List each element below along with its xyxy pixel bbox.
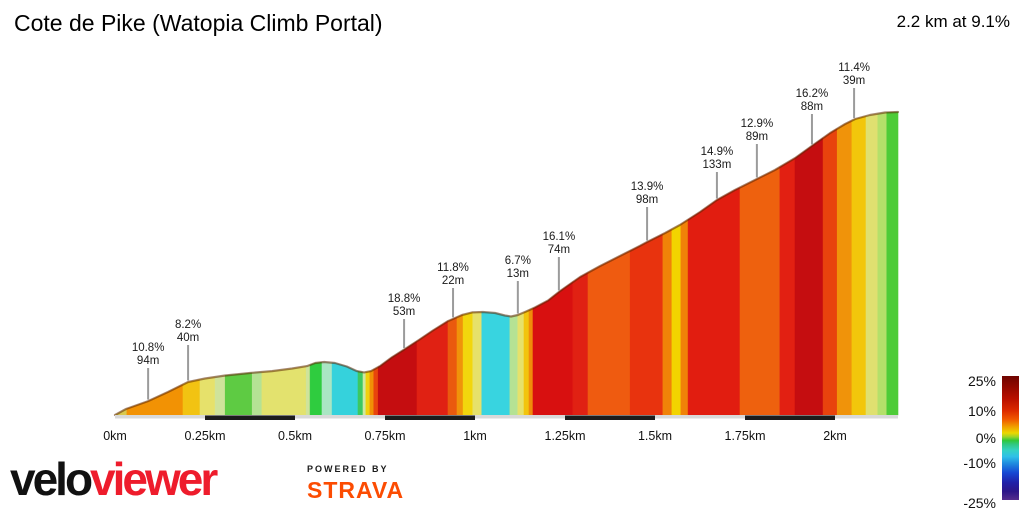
annotation-gradient-label: 16.2% <box>796 88 829 100</box>
logo-viewer: viewer <box>90 453 218 505</box>
annotation-gradient-label: 12.9% <box>741 118 774 130</box>
profile-segment <box>877 112 888 416</box>
annotation-length-label: 39m <box>843 75 865 87</box>
distance-ruler-band <box>205 415 295 420</box>
profile-segment <box>214 375 226 416</box>
strava-wordmark: STRAVA <box>307 477 405 503</box>
annotation-gradient-label: 16.1% <box>543 231 576 243</box>
legend-label: 25% <box>968 373 996 389</box>
annotation-length-label: 13m <box>507 268 529 280</box>
x-tick-label: 1.5km <box>638 429 672 443</box>
profile-segment <box>836 120 853 416</box>
profile-segment <box>261 365 307 416</box>
annotation-length-label: 22m <box>442 275 464 287</box>
profile-segment <box>305 364 311 416</box>
logo-velo: velo <box>10 453 93 505</box>
page-title: Cote de Pike (Watopia Climb Portal) <box>14 10 383 36</box>
annotation-length-label: 98m <box>636 194 658 206</box>
profile-segment <box>416 320 449 416</box>
profile-segment <box>687 187 741 416</box>
profile-segment <box>528 307 534 416</box>
profile-segment <box>481 311 511 416</box>
annotation-gradient-label: 10.8% <box>132 342 165 354</box>
strava-attribution[interactable]: POWERED BY STRAVA <box>307 464 404 504</box>
distance-ruler-base <box>115 415 898 419</box>
annotation-gradient-label: 11.8% <box>437 262 469 274</box>
gradient-legend-bar <box>1002 376 1019 500</box>
profile-segment <box>462 312 474 416</box>
legend-label: -25% <box>963 495 996 511</box>
climb-summary: 2.2 km at 9.1% <box>896 12 1010 31</box>
profile-segment <box>587 250 631 416</box>
annotation-gradient-label: 13.9% <box>631 181 664 193</box>
annotation-length-label: 88m <box>801 101 823 113</box>
annotation-gradient-label: 18.8% <box>388 293 421 305</box>
veloviewer-logo[interactable]: veloviewer <box>10 453 218 505</box>
profile-segment <box>509 314 519 416</box>
annotation-length-label: 89m <box>746 131 768 143</box>
distance-ruler-band <box>385 415 475 420</box>
profile-segment <box>369 368 375 416</box>
profile-segment <box>377 340 418 416</box>
profile-segment <box>362 371 367 416</box>
profile-segment <box>182 379 201 416</box>
annotation-length-label: 133m <box>703 159 732 171</box>
profile-segment <box>794 137 824 416</box>
profile-segment <box>851 115 867 416</box>
x-tick-label: 1km <box>463 429 487 443</box>
legend-label: 10% <box>968 403 996 419</box>
profile-segment <box>865 113 879 416</box>
annotation-length-label: 94m <box>137 355 159 367</box>
annotation-gradient-label: 8.2% <box>175 319 201 331</box>
x-tick-label: 0.5km <box>278 429 312 443</box>
legend-label: -10% <box>963 455 996 471</box>
profile-segment <box>373 366 379 416</box>
profile-segment <box>779 157 796 416</box>
profile-segment <box>629 233 664 416</box>
profile-segment <box>739 166 781 416</box>
profile-segment <box>572 272 589 416</box>
annotation-gradient-label: 11.4% <box>838 62 870 74</box>
powered-by-label: POWERED BY <box>307 464 389 474</box>
x-tick-label: 2km <box>823 429 847 443</box>
distance-ruler-band <box>565 415 655 420</box>
annotation-length-label: 40m <box>177 332 199 344</box>
annotation-length-label: 53m <box>393 306 415 318</box>
profile-segment <box>309 361 323 416</box>
annotation-gradient-label: 6.7% <box>505 255 531 267</box>
x-tick-label: 1.25km <box>545 429 586 443</box>
profile-segment <box>822 128 838 416</box>
distance-ruler-band <box>745 415 835 420</box>
profile-segment <box>321 361 333 416</box>
profile-segment <box>357 370 364 416</box>
profile-segment <box>447 316 458 416</box>
profile-cap-line <box>113 110 900 417</box>
profile-segment <box>532 281 574 416</box>
x-tick-label: 1.75km <box>725 429 766 443</box>
x-tick-label: 0.25km <box>185 429 226 443</box>
profile-segment <box>680 219 689 416</box>
profile-segment <box>456 314 464 416</box>
profile-segment <box>224 372 253 416</box>
legend-label: 0% <box>976 430 996 446</box>
profile-segment <box>523 309 530 416</box>
profile-segment <box>365 370 371 416</box>
profile-segment <box>199 376 216 416</box>
x-tick-label: 0.75km <box>365 429 406 443</box>
x-tick-label: 0km <box>103 429 127 443</box>
profile-segment <box>251 371 263 416</box>
profile-segment <box>886 111 899 416</box>
profile-segment <box>472 311 483 416</box>
profile-segment <box>517 311 525 416</box>
profile-segment <box>671 223 682 416</box>
profile-segment <box>662 228 673 416</box>
annotation-gradient-label: 14.9% <box>701 146 734 158</box>
annotation-length-label: 74m <box>548 244 570 256</box>
